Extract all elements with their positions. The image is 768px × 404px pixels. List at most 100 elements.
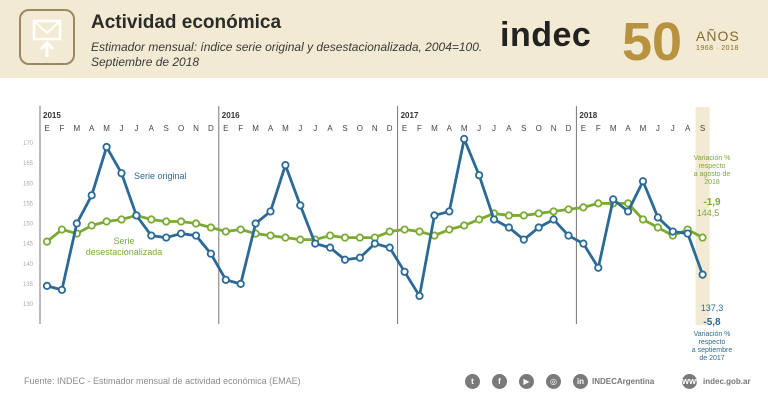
original-point — [87, 191, 96, 200]
month-label: D — [566, 124, 572, 133]
y-tick-label: 160 — [23, 181, 34, 187]
month-label: S — [521, 124, 526, 133]
website-link[interactable]: indec.gob.ar — [703, 377, 751, 386]
original-point — [325, 243, 335, 252]
desest-series-label: Serie — [113, 236, 134, 246]
anniversary-word: AÑOS — [696, 28, 740, 44]
source-note: Fuente: INDEC - Estimador mensual de act… — [24, 376, 301, 386]
month-label: M — [461, 124, 468, 133]
y-tick-label: 170 — [23, 141, 34, 147]
youtube-icon[interactable]: ▶ — [519, 374, 534, 389]
month-label: J — [477, 124, 481, 133]
desest-point — [340, 233, 350, 242]
original-point — [147, 231, 156, 240]
original-point — [370, 239, 379, 248]
desest-point — [698, 233, 707, 242]
month-label: J — [492, 124, 496, 133]
desest-point — [281, 233, 290, 242]
anniversary-number: 50 — [622, 12, 682, 70]
month-label: A — [268, 124, 274, 133]
original-point — [281, 161, 290, 170]
year-label: 2017 — [401, 111, 419, 120]
desest-point — [221, 227, 230, 236]
y-tick-label: 165 — [23, 161, 34, 167]
original-point — [132, 211, 141, 220]
original-point — [355, 253, 364, 262]
original-point — [653, 213, 663, 222]
month-label: S — [342, 124, 347, 133]
desest-point — [474, 215, 484, 224]
download-icon[interactable] — [19, 9, 75, 65]
desest-point — [296, 235, 305, 244]
desest-point — [460, 221, 469, 230]
anniversary-years: 1968 · 2018 — [696, 45, 739, 52]
original-point — [474, 171, 484, 180]
month-label: E — [581, 124, 586, 133]
original-point — [638, 177, 648, 186]
highlight-column — [695, 107, 710, 325]
original-point — [698, 270, 707, 279]
desest-point — [57, 225, 67, 234]
month-label: F — [59, 124, 64, 133]
social-handle[interactable]: INDECArgentina — [592, 377, 655, 386]
month-label: N — [372, 124, 378, 133]
year-label: 2016 — [222, 111, 240, 120]
linkedin-icon[interactable]: in — [573, 374, 588, 389]
year-label: 2015 — [43, 111, 61, 120]
original-point — [191, 231, 201, 240]
original-variation-note: de 2017 — [699, 355, 724, 362]
desest-variation-note: 2018 — [704, 179, 720, 186]
header-banner: Actividad económica Estimador mensual: í… — [0, 0, 768, 78]
month-label: A — [149, 124, 155, 133]
desest-point — [385, 227, 394, 236]
twitter-icon[interactable]: t — [465, 374, 480, 389]
desest-point — [415, 227, 424, 236]
page-subtitle: Estimador mensual: índice serie original… — [91, 40, 483, 69]
globe-icon: www — [682, 374, 703, 389]
month-label: D — [387, 124, 393, 133]
month-label: M — [610, 124, 617, 133]
page-title: Actividad económica — [91, 12, 282, 33]
month-label: M — [431, 124, 438, 133]
year-label: 2018 — [579, 111, 597, 120]
month-label: J — [313, 124, 317, 133]
facebook-icon[interactable]: f — [492, 374, 507, 389]
month-label: S — [700, 124, 705, 133]
original-point — [609, 195, 618, 204]
original-point — [504, 223, 513, 232]
original-point — [296, 201, 305, 210]
original-variation-note: a septiembre — [692, 347, 733, 354]
instagram-icon[interactable]: ◎ — [546, 374, 561, 389]
month-label: M — [252, 124, 259, 133]
original-point — [266, 207, 275, 216]
desest-point — [206, 223, 215, 232]
desest-point — [147, 215, 156, 224]
desest-point — [117, 215, 126, 224]
original-point — [162, 233, 171, 242]
month-label: J — [120, 124, 124, 133]
desest-point — [266, 231, 275, 240]
original-point — [430, 211, 439, 220]
desest-point — [400, 225, 409, 234]
desest-point — [653, 223, 663, 232]
original-point — [460, 134, 469, 144]
desest-point — [638, 215, 648, 224]
month-label: N — [551, 124, 557, 133]
month-label: A — [685, 124, 691, 133]
desest-variation-note: Variación % — [694, 155, 731, 162]
desest-point — [102, 217, 111, 226]
month-label: O — [357, 124, 363, 133]
desest-last-value: 144,5 — [697, 208, 720, 218]
y-tick-label: 140 — [23, 262, 34, 268]
month-label: A — [89, 124, 95, 133]
original-point — [236, 279, 245, 288]
y-tick-label: 145 — [23, 242, 34, 248]
original-point — [72, 219, 81, 228]
original-point — [57, 285, 67, 295]
month-label: M — [640, 124, 647, 133]
original-point — [549, 215, 558, 224]
anniversary-logo: 50 — [622, 12, 682, 70]
original-point — [206, 249, 215, 258]
original-point — [221, 275, 230, 284]
desest-variation-note: respecto — [699, 163, 726, 170]
